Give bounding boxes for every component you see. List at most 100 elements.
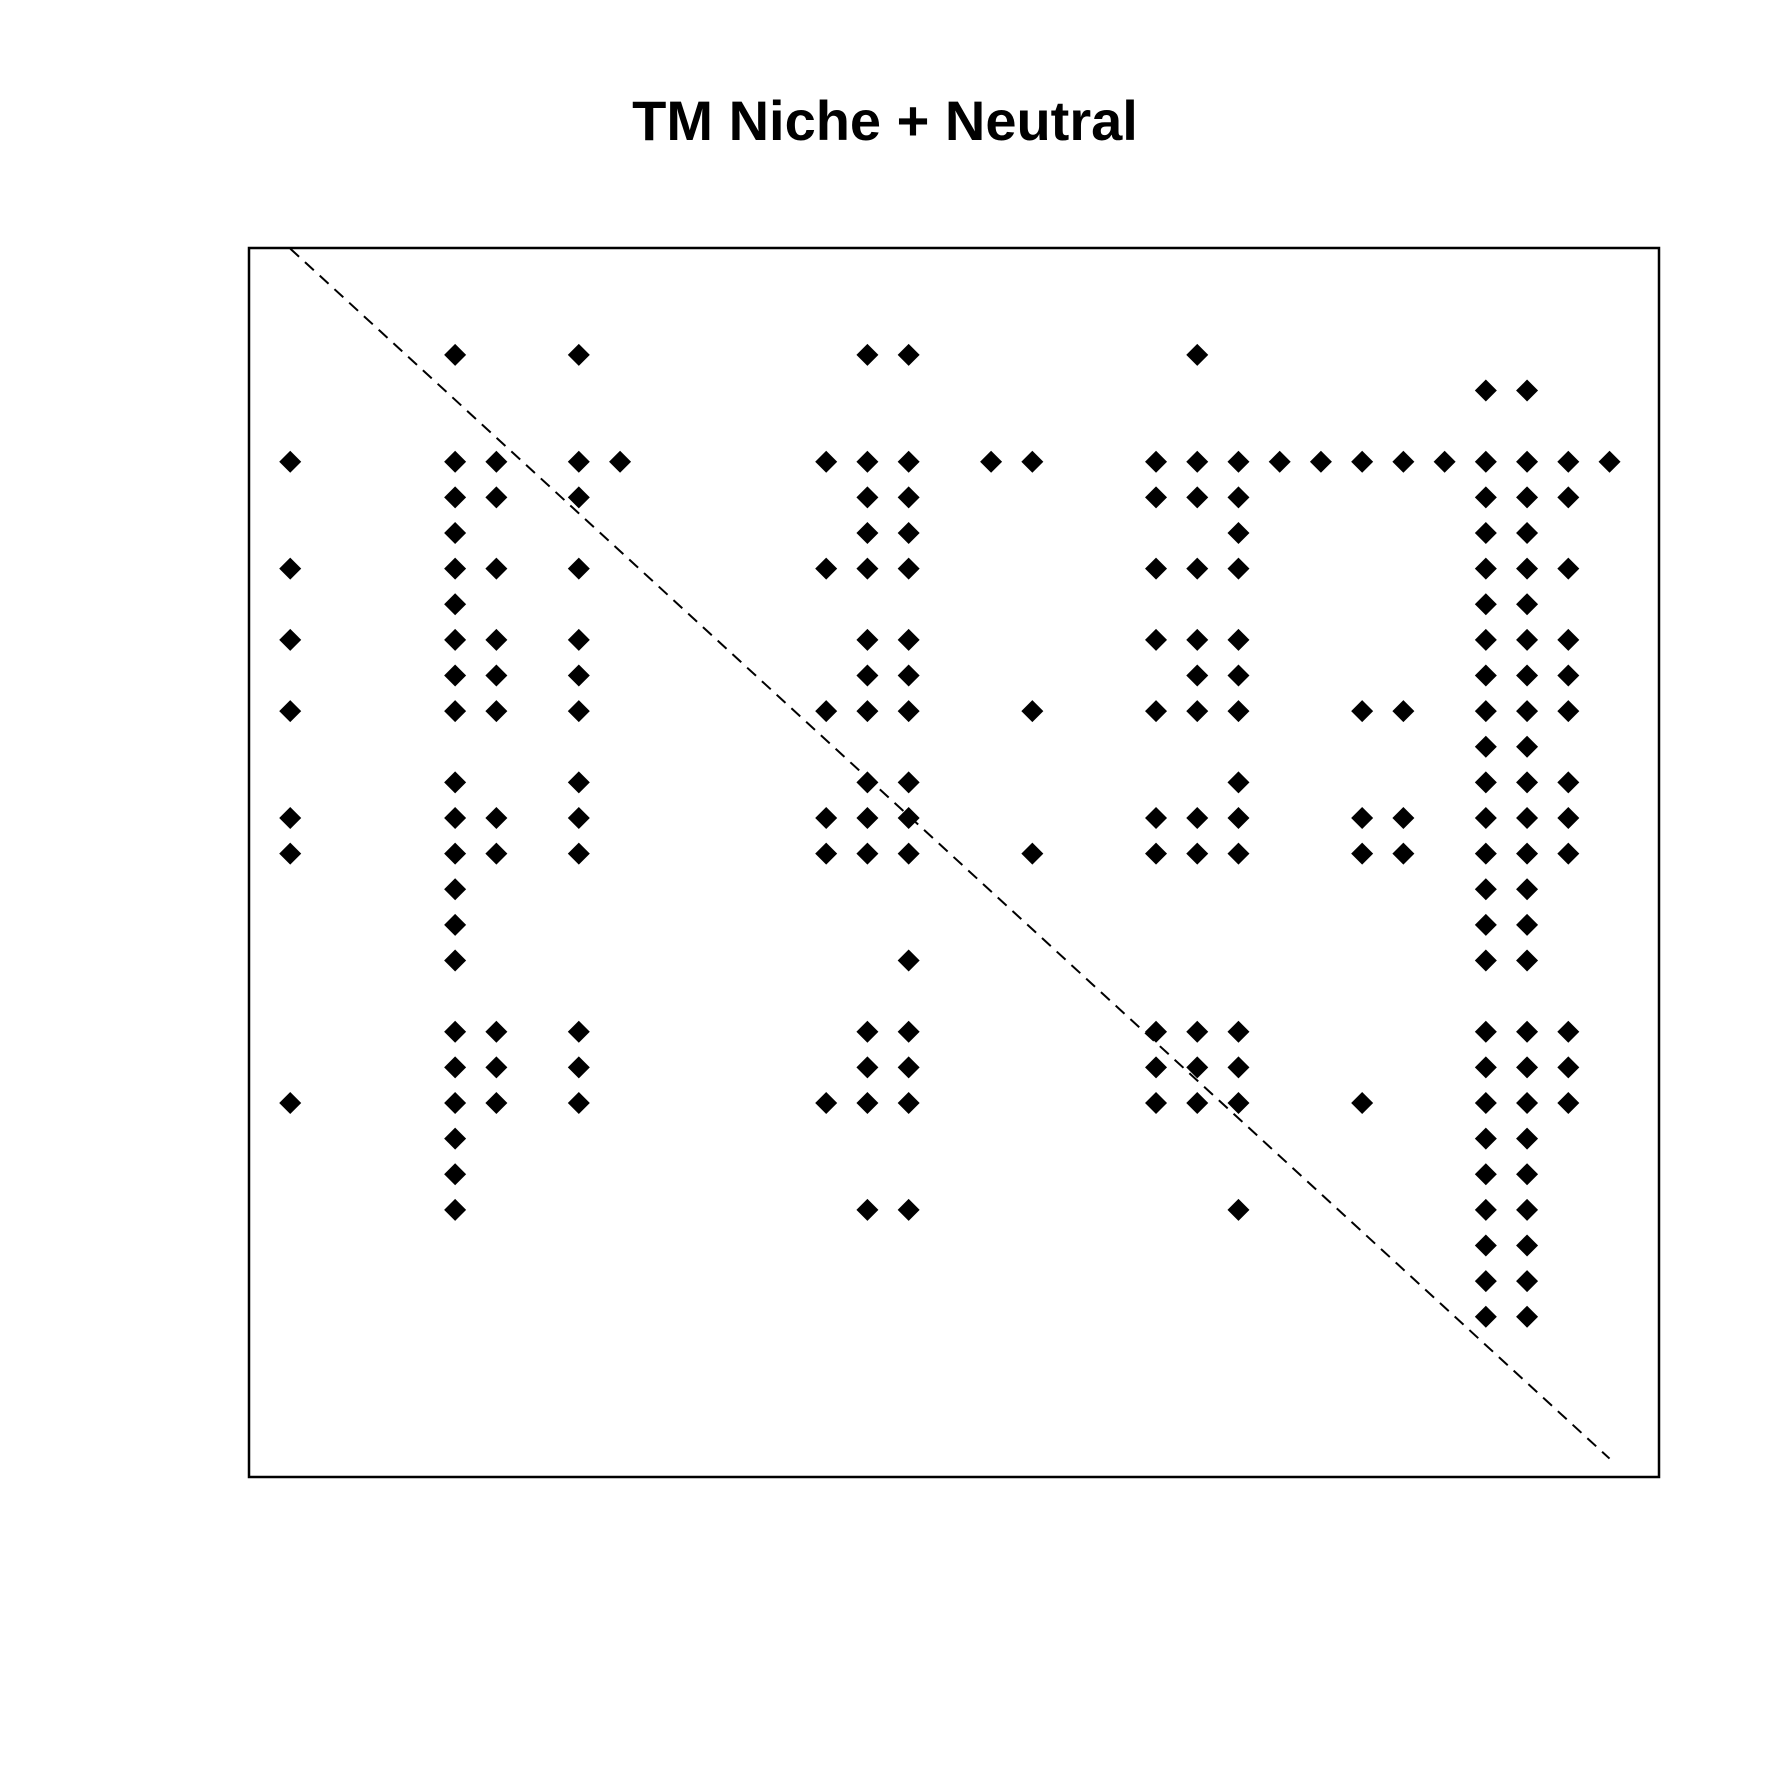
scatter-point	[1516, 486, 1539, 509]
scatter-point	[485, 806, 508, 829]
scatter-point	[856, 1091, 879, 1114]
scatter-point	[444, 771, 467, 794]
scatter-point	[1474, 771, 1497, 794]
scatter-point	[1227, 1020, 1250, 1043]
scatter-point	[897, 842, 920, 865]
scatter-point	[1516, 1163, 1539, 1186]
scatter-point	[856, 700, 879, 723]
scatter-point	[1516, 664, 1539, 687]
scatter-point	[1145, 1056, 1168, 1079]
scatter-point	[1516, 1305, 1539, 1328]
scatter-point	[1474, 700, 1497, 723]
scatter-point	[444, 557, 467, 580]
scatter-point	[856, 628, 879, 651]
scatter-point	[1516, 379, 1539, 402]
scatter-point	[444, 842, 467, 865]
scatter-point	[444, 806, 467, 829]
scatter-point	[1021, 700, 1044, 723]
scatter-point	[1474, 1270, 1497, 1293]
scatter-point	[1227, 664, 1250, 687]
scatter-point	[1474, 1234, 1497, 1257]
scatter-point	[444, 878, 467, 901]
scatter-point	[485, 700, 508, 723]
scatter-point	[444, 486, 467, 509]
scatter-point	[1186, 450, 1209, 473]
scatter-point	[1557, 1056, 1580, 1079]
scatter-point	[1227, 1056, 1250, 1079]
scatter-point	[444, 949, 467, 972]
scatter-point	[1186, 486, 1209, 509]
scatter-point	[897, 343, 920, 366]
scatter-point	[856, 842, 879, 865]
scatter-point	[1186, 628, 1209, 651]
scatter-point	[1227, 771, 1250, 794]
scatter-point	[1021, 450, 1044, 473]
scatter-point	[815, 450, 838, 473]
scatter-point	[567, 450, 590, 473]
scatter-point	[1268, 450, 1291, 473]
scatter-point	[444, 1127, 467, 1150]
scatter-point	[1145, 450, 1168, 473]
scatter-point	[1186, 1020, 1209, 1043]
plot-frame	[247, 246, 1661, 1479]
scatter-point	[856, 450, 879, 473]
scatter-point	[856, 521, 879, 544]
scatter-point	[1516, 1234, 1539, 1257]
scatter-point	[444, 1056, 467, 1079]
scatter-point	[444, 700, 467, 723]
scatter-point	[567, 557, 590, 580]
scatter-point	[815, 806, 838, 829]
scatter-point	[1227, 806, 1250, 829]
scatter-point	[1474, 1020, 1497, 1043]
scatter-point	[1145, 842, 1168, 865]
scatter-point	[567, 486, 590, 509]
scatter-point	[897, 1198, 920, 1221]
scatter-point	[1474, 806, 1497, 829]
scatter-point	[1227, 628, 1250, 651]
scatter-point	[856, 664, 879, 687]
scatter-point	[485, 842, 508, 865]
scatter-point	[1392, 842, 1415, 865]
scatter-point	[1474, 949, 1497, 972]
chart-title: TM Niche + Neutral	[632, 89, 1138, 152]
scatter-point	[1186, 343, 1209, 366]
scatter-point	[444, 1091, 467, 1114]
scatter-point	[1392, 450, 1415, 473]
scatter-point	[1516, 842, 1539, 865]
scatter-point	[1145, 628, 1168, 651]
scatter-point	[1351, 1091, 1374, 1114]
scatter-point	[567, 343, 590, 366]
scatter-point	[1227, 521, 1250, 544]
scatter-point	[567, 771, 590, 794]
scatter-point	[1227, 450, 1250, 473]
scatter-point	[897, 557, 920, 580]
scatter-point	[1474, 450, 1497, 473]
scatter-point	[1516, 1056, 1539, 1079]
scatter-point	[1474, 842, 1497, 865]
scatter-point	[856, 806, 879, 829]
scatter-point	[1557, 842, 1580, 865]
scatter-point	[1516, 949, 1539, 972]
scatter-point	[856, 486, 879, 509]
scatter-point	[856, 557, 879, 580]
scatter-point	[1351, 700, 1374, 723]
scatter-point	[444, 913, 467, 936]
scatter-point	[1186, 700, 1209, 723]
scatter-point	[567, 628, 590, 651]
scatter-point	[567, 806, 590, 829]
scatter-point	[567, 700, 590, 723]
scatter-point	[897, 486, 920, 509]
scatter-point	[1186, 1091, 1209, 1114]
scatter-point	[1474, 557, 1497, 580]
scatter-point	[1186, 557, 1209, 580]
scatter-point	[1516, 628, 1539, 651]
scatter-point	[1186, 806, 1209, 829]
scatter-point	[1474, 1056, 1497, 1079]
diagonal-reference-line	[289, 247, 1611, 1460]
scatter-point	[279, 450, 302, 473]
scatter-point	[1516, 878, 1539, 901]
scatter-point	[1351, 842, 1374, 865]
scatter-point	[1227, 700, 1250, 723]
scatter-point	[1516, 1020, 1539, 1043]
